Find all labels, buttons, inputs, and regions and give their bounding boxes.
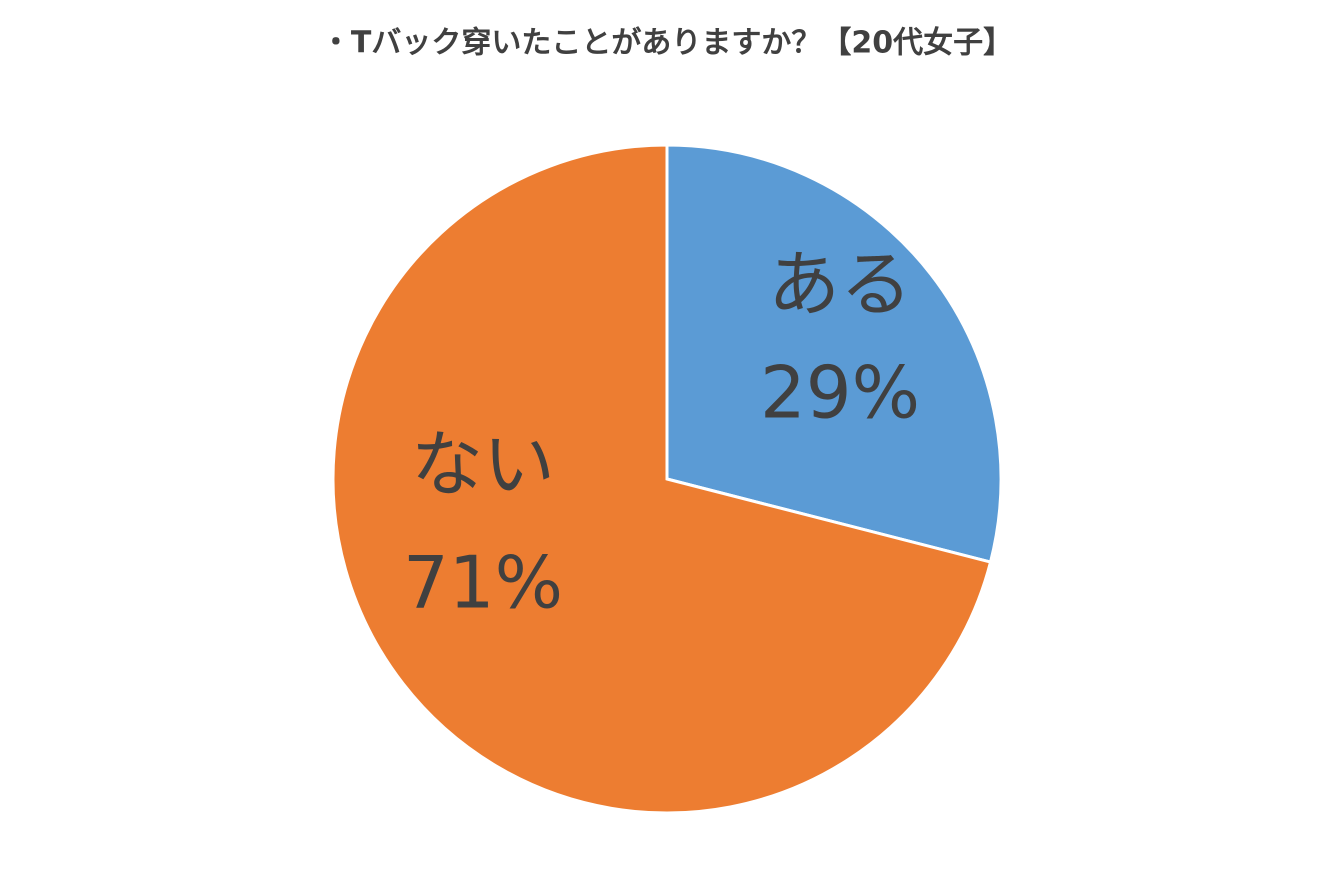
slice-category-label: ある bbox=[768, 243, 912, 327]
pie-slice bbox=[331, 143, 993, 815]
slice-value-label: 29% bbox=[760, 351, 920, 435]
pie-slice bbox=[665, 143, 1003, 564]
slice-category-label: ない bbox=[411, 423, 555, 507]
chart-title: ・Tバック穿いたことがありますか？【20代女子】 bbox=[321, 26, 1013, 61]
slice-value-label: 71% bbox=[403, 541, 563, 625]
